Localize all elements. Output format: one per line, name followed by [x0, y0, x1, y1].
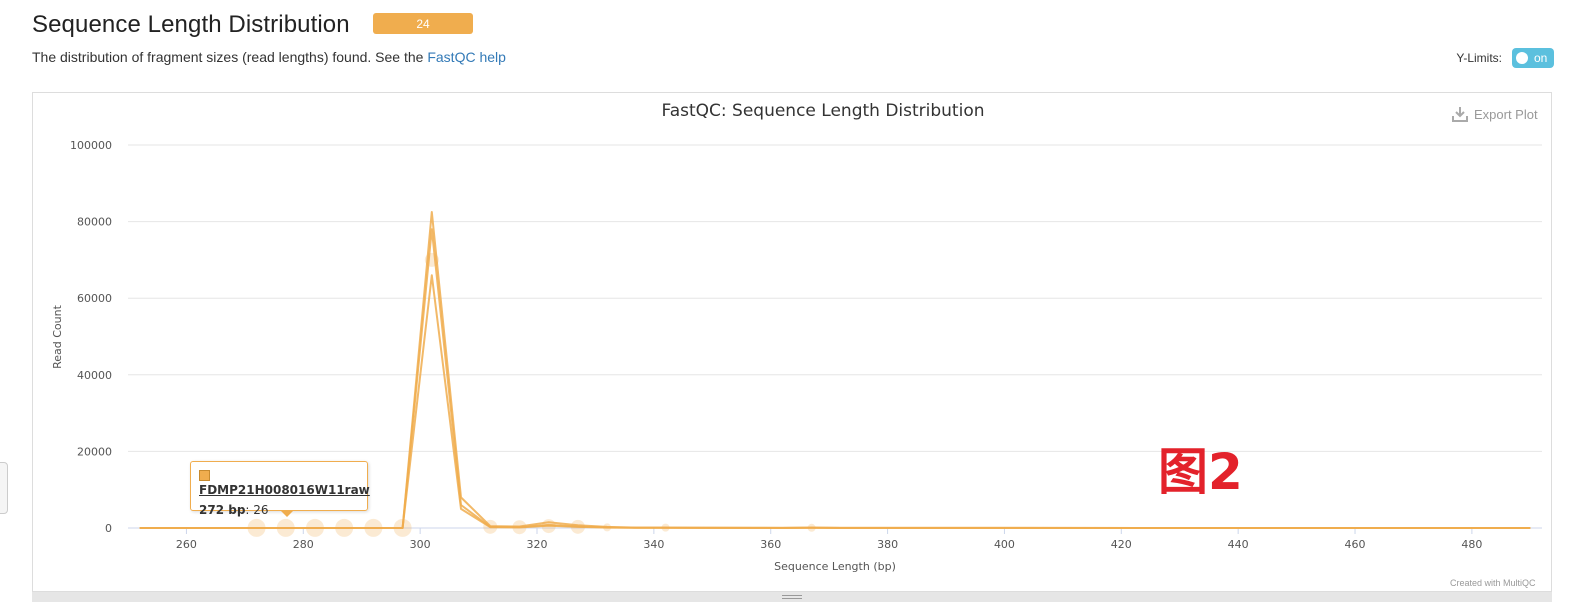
data-point	[305, 518, 324, 537]
toggle-knob-icon	[1516, 52, 1528, 64]
x-axis-ticks: 260 280 300 320 340 360 380 400 420 440 460 480	[176, 528, 1482, 551]
chart-tooltip: FDMP21H008016W11raw 272 bp: 26	[190, 461, 370, 517]
ylimits-label: Y-Limits:	[1456, 51, 1502, 65]
x-tick-label: 400	[994, 538, 1015, 551]
chart-series	[139, 211, 1531, 529]
y-tick-label: 40000	[77, 369, 112, 382]
x-tick-label: 260	[176, 538, 197, 551]
section-header: Sequence Length Distribution	[32, 8, 350, 42]
sample-count-badge[interactable]: 24	[373, 13, 473, 34]
data-point	[276, 518, 295, 537]
multiqc-credit: Created with MultiQC	[1450, 578, 1536, 588]
download-icon	[1452, 107, 1468, 122]
y-axis-ticks: 0 20000 40000 60000 80000 100000	[70, 139, 112, 535]
toggle-state-label: on	[1534, 51, 1548, 65]
x-tick-label: 380	[877, 538, 898, 551]
fastqc-help-link[interactable]: FastQC help	[427, 49, 506, 65]
data-point	[603, 523, 612, 532]
export-plot-label: Export Plot	[1474, 106, 1538, 122]
export-plot-button[interactable]: Export Plot	[1451, 106, 1538, 122]
data-point	[541, 519, 556, 534]
x-tick-label: 460	[1345, 538, 1366, 551]
plot-resize-handle[interactable]	[32, 592, 1552, 602]
x-tick-label: 360	[760, 538, 781, 551]
data-point	[570, 519, 585, 534]
data-point	[424, 252, 439, 267]
data-point	[364, 518, 383, 537]
tooltip-x-label: 272 bp	[199, 503, 246, 517]
ylimits-toggle[interactable]: on	[1512, 48, 1554, 68]
description-text: The distribution of fragment sizes (read…	[32, 49, 428, 65]
tooltip-pointer	[280, 510, 294, 517]
series-line-3	[139, 274, 1531, 529]
chart-title: FastQC: Sequence Length Distribution	[661, 101, 984, 121]
y-axis-label: Read Count	[51, 304, 64, 368]
x-tick-label: 420	[1111, 538, 1132, 551]
x-tick-label: 340	[643, 538, 664, 551]
section-description: The distribution of fragment sizes (read…	[32, 49, 506, 65]
data-point	[483, 519, 498, 534]
y-tick-label: 0	[105, 522, 112, 535]
tooltip-value: : 26	[245, 503, 269, 517]
x-tick-label: 480	[1461, 538, 1482, 551]
y-tick-label: 60000	[77, 292, 112, 305]
y-tick-label: 20000	[77, 445, 112, 458]
data-point	[661, 523, 670, 532]
x-tick-label: 320	[527, 538, 548, 551]
x-axis-label: Sequence Length (bp)	[774, 560, 896, 573]
figure-annotation: 图2	[1158, 443, 1243, 501]
x-tick-label: 440	[1228, 538, 1249, 551]
x-tick-label: 300	[410, 538, 431, 551]
section-title: Sequence Length Distribution	[32, 11, 350, 38]
tooltip-sample-name: FDMP21H008016W11raw	[199, 483, 370, 497]
chart-points	[247, 252, 816, 537]
resize-grip-icon	[782, 595, 802, 599]
data-point	[807, 523, 816, 532]
series-swatch-icon	[199, 470, 210, 481]
x-tick-label: 280	[293, 538, 314, 551]
data-point	[335, 518, 354, 537]
data-point	[512, 520, 527, 535]
data-point	[247, 518, 266, 537]
data-point	[393, 518, 412, 537]
y-tick-label: 100000	[70, 139, 112, 152]
y-tick-label: 80000	[77, 216, 112, 229]
side-collapse-tab[interactable]	[0, 462, 8, 514]
